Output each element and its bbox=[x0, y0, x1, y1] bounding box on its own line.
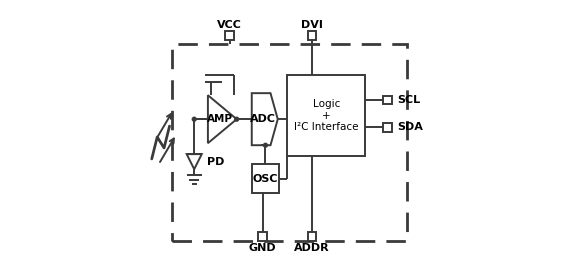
FancyBboxPatch shape bbox=[308, 31, 316, 40]
Text: GND: GND bbox=[249, 243, 276, 253]
Text: VCC: VCC bbox=[217, 20, 243, 30]
FancyBboxPatch shape bbox=[383, 123, 392, 132]
Text: AMP: AMP bbox=[206, 114, 233, 124]
Text: OSC: OSC bbox=[253, 174, 278, 184]
Text: Logic
+
I²C Interface: Logic + I²C Interface bbox=[294, 99, 359, 132]
Text: SDA: SDA bbox=[397, 122, 423, 132]
Text: ADC: ADC bbox=[250, 114, 276, 124]
Polygon shape bbox=[252, 93, 278, 145]
FancyBboxPatch shape bbox=[259, 232, 267, 241]
FancyBboxPatch shape bbox=[383, 96, 392, 104]
Circle shape bbox=[235, 117, 239, 121]
Text: DVI: DVI bbox=[301, 20, 323, 30]
Polygon shape bbox=[186, 154, 202, 169]
Circle shape bbox=[264, 143, 267, 147]
Circle shape bbox=[192, 117, 196, 121]
Text: PD: PD bbox=[207, 157, 225, 167]
Text: ADDR: ADDR bbox=[294, 243, 330, 253]
FancyBboxPatch shape bbox=[252, 164, 279, 193]
FancyBboxPatch shape bbox=[308, 232, 316, 241]
FancyBboxPatch shape bbox=[287, 75, 366, 156]
Polygon shape bbox=[208, 95, 237, 143]
Text: SCL: SCL bbox=[397, 95, 420, 105]
FancyBboxPatch shape bbox=[225, 31, 234, 40]
